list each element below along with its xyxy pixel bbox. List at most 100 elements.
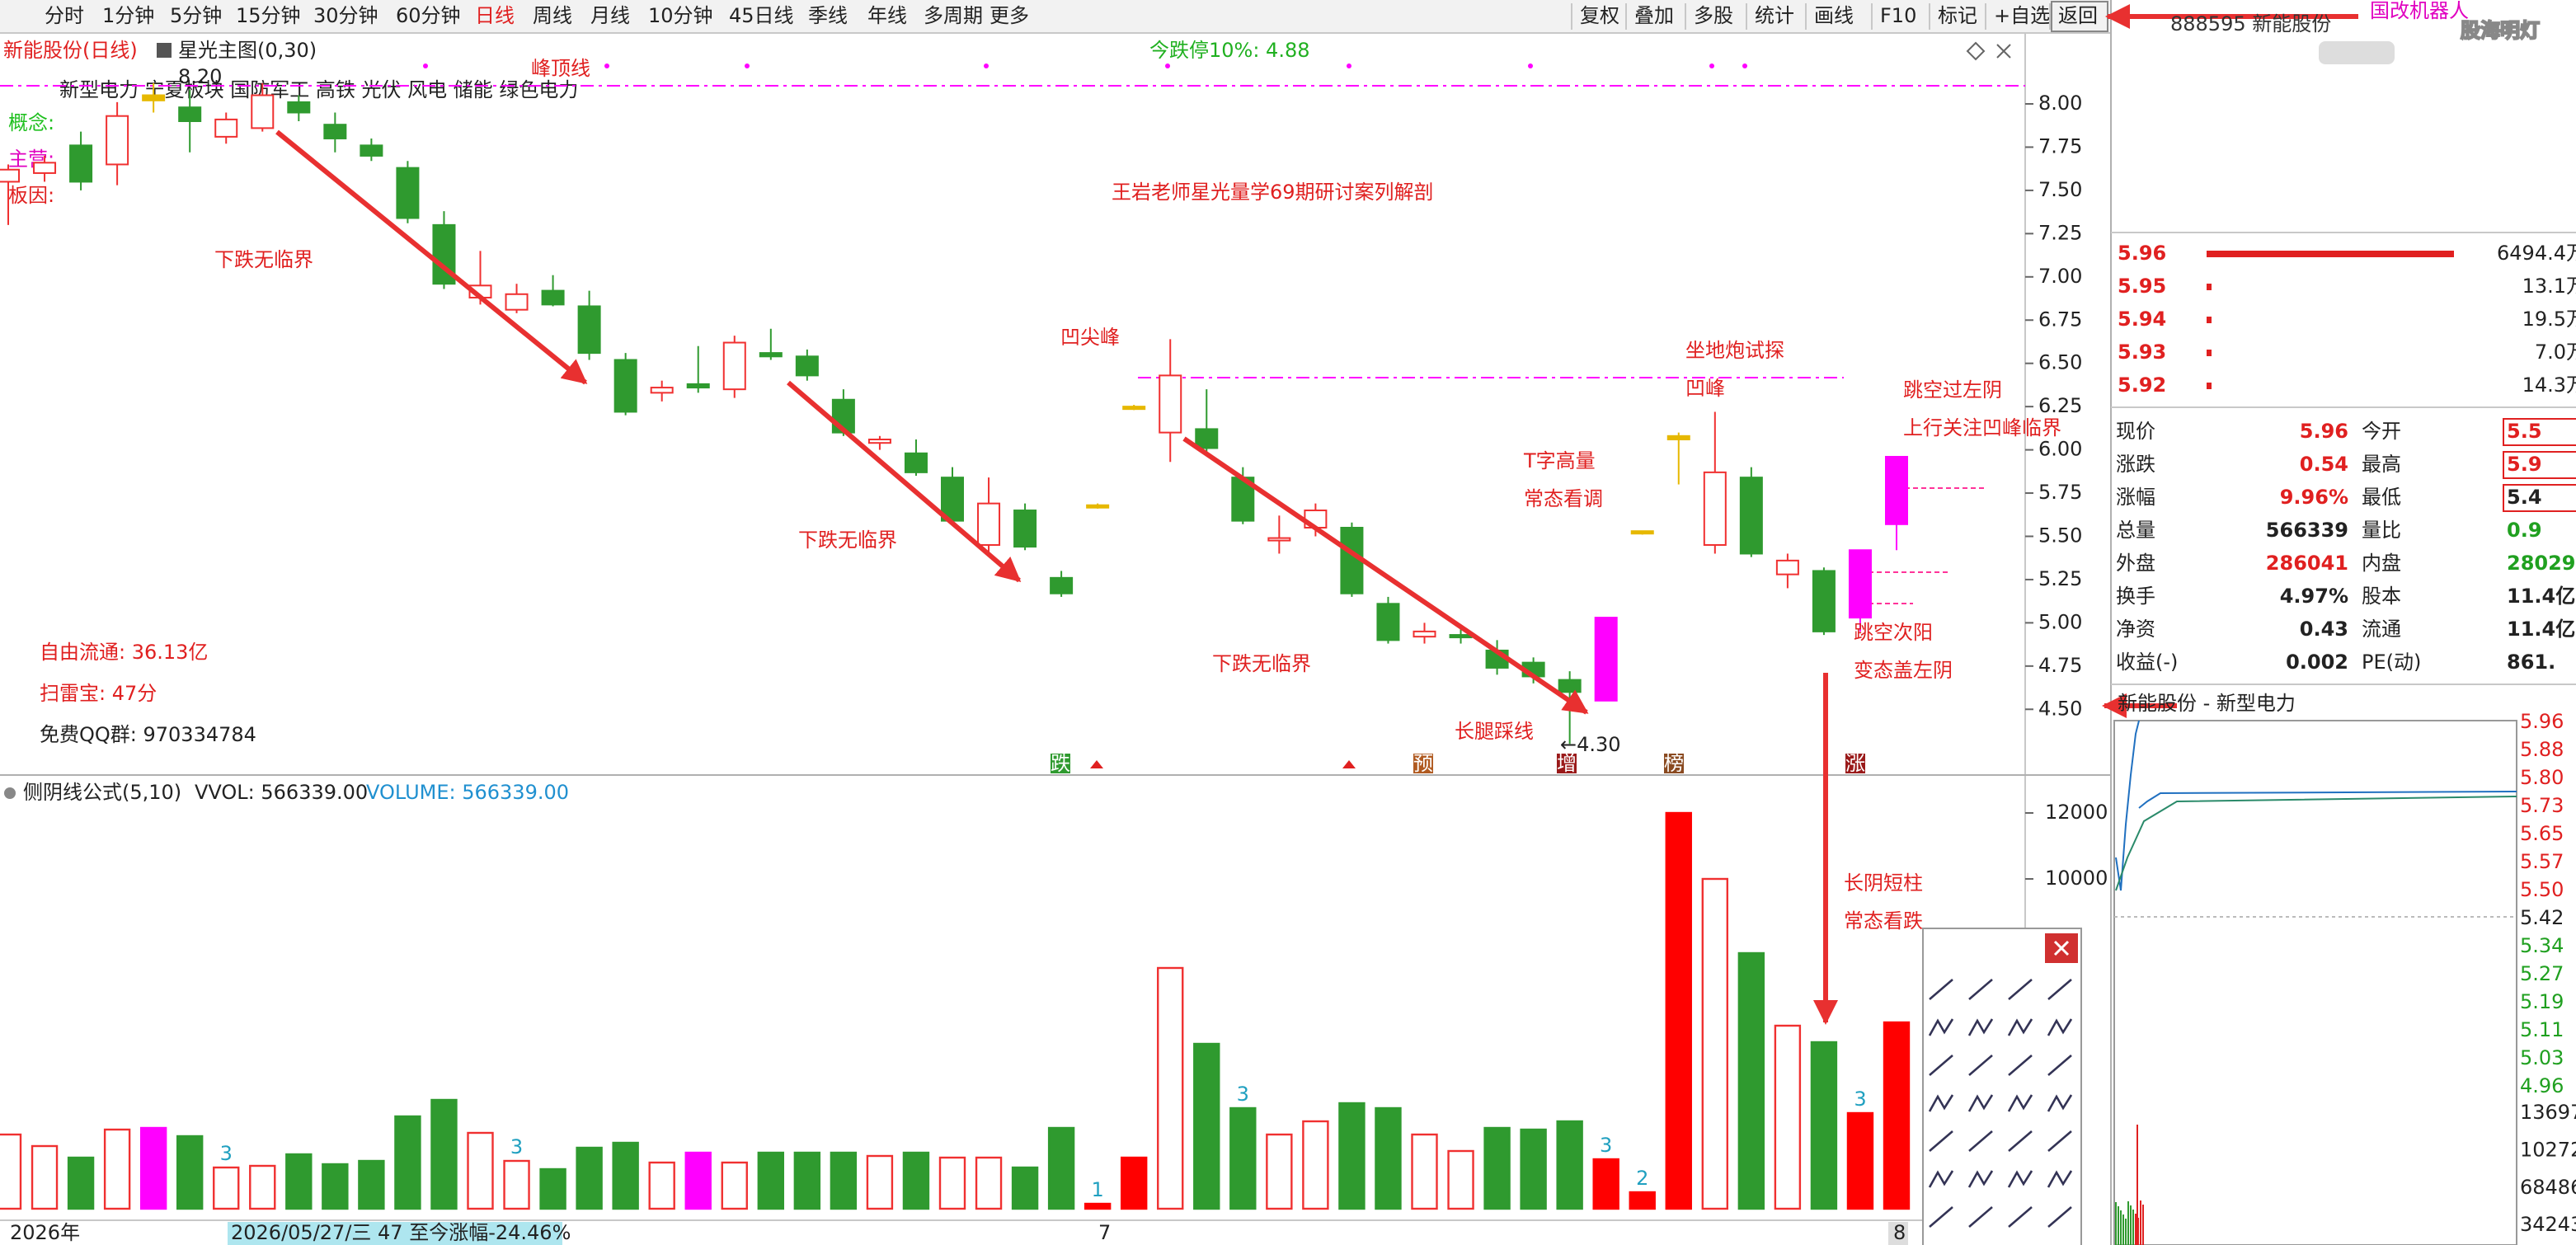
draw-tool[interactable]: [1928, 1094, 1954, 1112]
draw-tool[interactable]: [2008, 1206, 2033, 1228]
draw-tool[interactable]: [2047, 979, 2072, 1000]
y-tick-label: 5.25: [2038, 567, 2082, 590]
annotation: 王岩老师星光量学69期研讨案列解剖: [1112, 181, 1434, 204]
period-tab[interactable]: 月线: [590, 4, 630, 27]
period-tab[interactable]: 5分钟: [170, 4, 222, 27]
draw-tool[interactable]: [1929, 979, 1953, 1000]
volume-bar: [467, 1131, 494, 1210]
stat-value: 11.4亿: [2507, 585, 2575, 608]
minute-price: 5.34: [2520, 934, 2564, 957]
volume-bar: [1592, 1158, 1619, 1210]
stat-label: 涨幅: [2116, 486, 2155, 509]
peak-dot: [1165, 63, 1170, 68]
draw-tool[interactable]: [1968, 1055, 1993, 1076]
candle-body: [722, 341, 746, 391]
candle-body: [577, 305, 601, 355]
stat-value: 861.: [2507, 651, 2555, 674]
period-tab[interactable]: 30分钟: [313, 4, 378, 27]
draw-tool[interactable]: [2007, 1018, 2033, 1036]
draw-tool[interactable]: [2008, 979, 2033, 1000]
tool-button[interactable]: 统计: [1755, 4, 1794, 27]
volume-bar: [793, 1151, 821, 1210]
y-tick-label: 10000: [2045, 867, 2108, 890]
volume-bar: [1302, 1120, 1329, 1210]
draw-tool[interactable]: [1929, 1130, 1953, 1152]
draw-tool[interactable]: [2047, 1170, 2073, 1188]
stat-box: [2503, 418, 2576, 446]
period-tab[interactable]: 季线: [808, 4, 848, 27]
tool-button[interactable]: F10: [1880, 4, 1916, 27]
volume-bar: [103, 1128, 131, 1210]
signal-box: [1845, 754, 1865, 773]
tool-button[interactable]: 标记: [1938, 4, 1977, 27]
tool-button[interactable]: 叠加: [1634, 4, 1674, 27]
draw-tool[interactable]: [1968, 979, 1993, 1000]
peak-dot: [1709, 63, 1714, 68]
period-tab[interactable]: 日线: [475, 4, 515, 27]
annotation: 常态看跌: [1844, 909, 1923, 933]
period-tab[interactable]: 60分钟: [396, 4, 461, 27]
period-tab[interactable]: 年线: [867, 4, 907, 27]
tool-button[interactable]: +自选: [1994, 4, 2050, 27]
minute-price: 5.65: [2520, 822, 2564, 845]
annotation: 峰顶线: [531, 57, 590, 80]
tool-button[interactable]: 返回: [2058, 4, 2098, 27]
period-tab[interactable]: 分时: [45, 4, 84, 27]
tool-button[interactable]: 画线: [1814, 4, 1854, 27]
draw-tool[interactable]: [2047, 1094, 2073, 1112]
period-tab[interactable]: 10分钟: [648, 4, 713, 27]
candle-body: [1195, 428, 1219, 449]
period-tab[interactable]: 多周期: [924, 4, 983, 27]
tool-button[interactable]: 复权: [1580, 4, 1619, 27]
stat-value: 0.002: [2286, 651, 2348, 674]
draw-tool[interactable]: [1928, 1170, 1954, 1188]
y-tick-label: 12000: [2045, 801, 2108, 824]
stat-value: 566339: [2266, 519, 2348, 542]
volume-bar: [1120, 1156, 1148, 1210]
draw-tool[interactable]: [2008, 1055, 2033, 1076]
stock-code: 888595 新能股份: [2170, 12, 2331, 35]
draw-tool[interactable]: [1928, 1018, 1954, 1036]
signal-arrow: [1090, 760, 1103, 768]
draw-tool[interactable]: [2047, 1206, 2072, 1228]
y-tick-label: 6.25: [2038, 394, 2082, 417]
stat-label: 净资: [2116, 618, 2155, 641]
draw-tool[interactable]: [2007, 1094, 2033, 1112]
draw-tool[interactable]: [2007, 1170, 2033, 1188]
draw-tool[interactable]: [2008, 1130, 2033, 1152]
stat-label: 总量: [2116, 519, 2155, 542]
draw-tool[interactable]: [2047, 1130, 2072, 1152]
volume-bar: [1266, 1133, 1293, 1210]
draw-tool[interactable]: [2047, 1018, 2073, 1036]
timeline-year: 2026年: [10, 1221, 80, 1244]
bid-size: 13.1万: [2522, 275, 2576, 298]
y-tick-label: 6.50: [2038, 351, 2082, 374]
candle-body: [0, 168, 20, 183]
period-tab[interactable]: 1分钟: [102, 4, 154, 27]
draw-tool[interactable]: [1929, 1055, 1953, 1076]
draw-tool[interactable]: [1968, 1206, 1993, 1228]
period-tab[interactable]: 更多: [990, 4, 1029, 27]
signal-label: 榜: [1664, 752, 1684, 775]
volume-bar: [1193, 1042, 1220, 1210]
signal-label: 涨: [1845, 752, 1865, 775]
stat-label: 量比: [2362, 519, 2401, 542]
draw-tool[interactable]: [2047, 1055, 2072, 1076]
period-tab[interactable]: 45日线: [729, 4, 794, 27]
period-tab[interactable]: 周线: [533, 4, 572, 27]
draw-tool[interactable]: [1968, 1130, 1993, 1152]
draw-tool[interactable]: [1929, 1206, 1953, 1228]
volume-bar: [938, 1156, 966, 1210]
info-line: 扫雷宝: 47分: [40, 682, 157, 705]
draw-tool[interactable]: [1967, 1094, 1994, 1112]
volume-bar: [67, 1156, 95, 1210]
volume-bar: [1375, 1106, 1402, 1210]
red-arrow: [1182, 436, 1589, 715]
draw-tool[interactable]: [1967, 1018, 1994, 1036]
period-tab[interactable]: 15分钟: [236, 4, 301, 27]
stat-value: 11.4亿: [2507, 618, 2575, 641]
draw-tool[interactable]: [1967, 1170, 1994, 1188]
tool-button[interactable]: 多股: [1694, 4, 1733, 27]
volume-bar: [1883, 1021, 1911, 1210]
